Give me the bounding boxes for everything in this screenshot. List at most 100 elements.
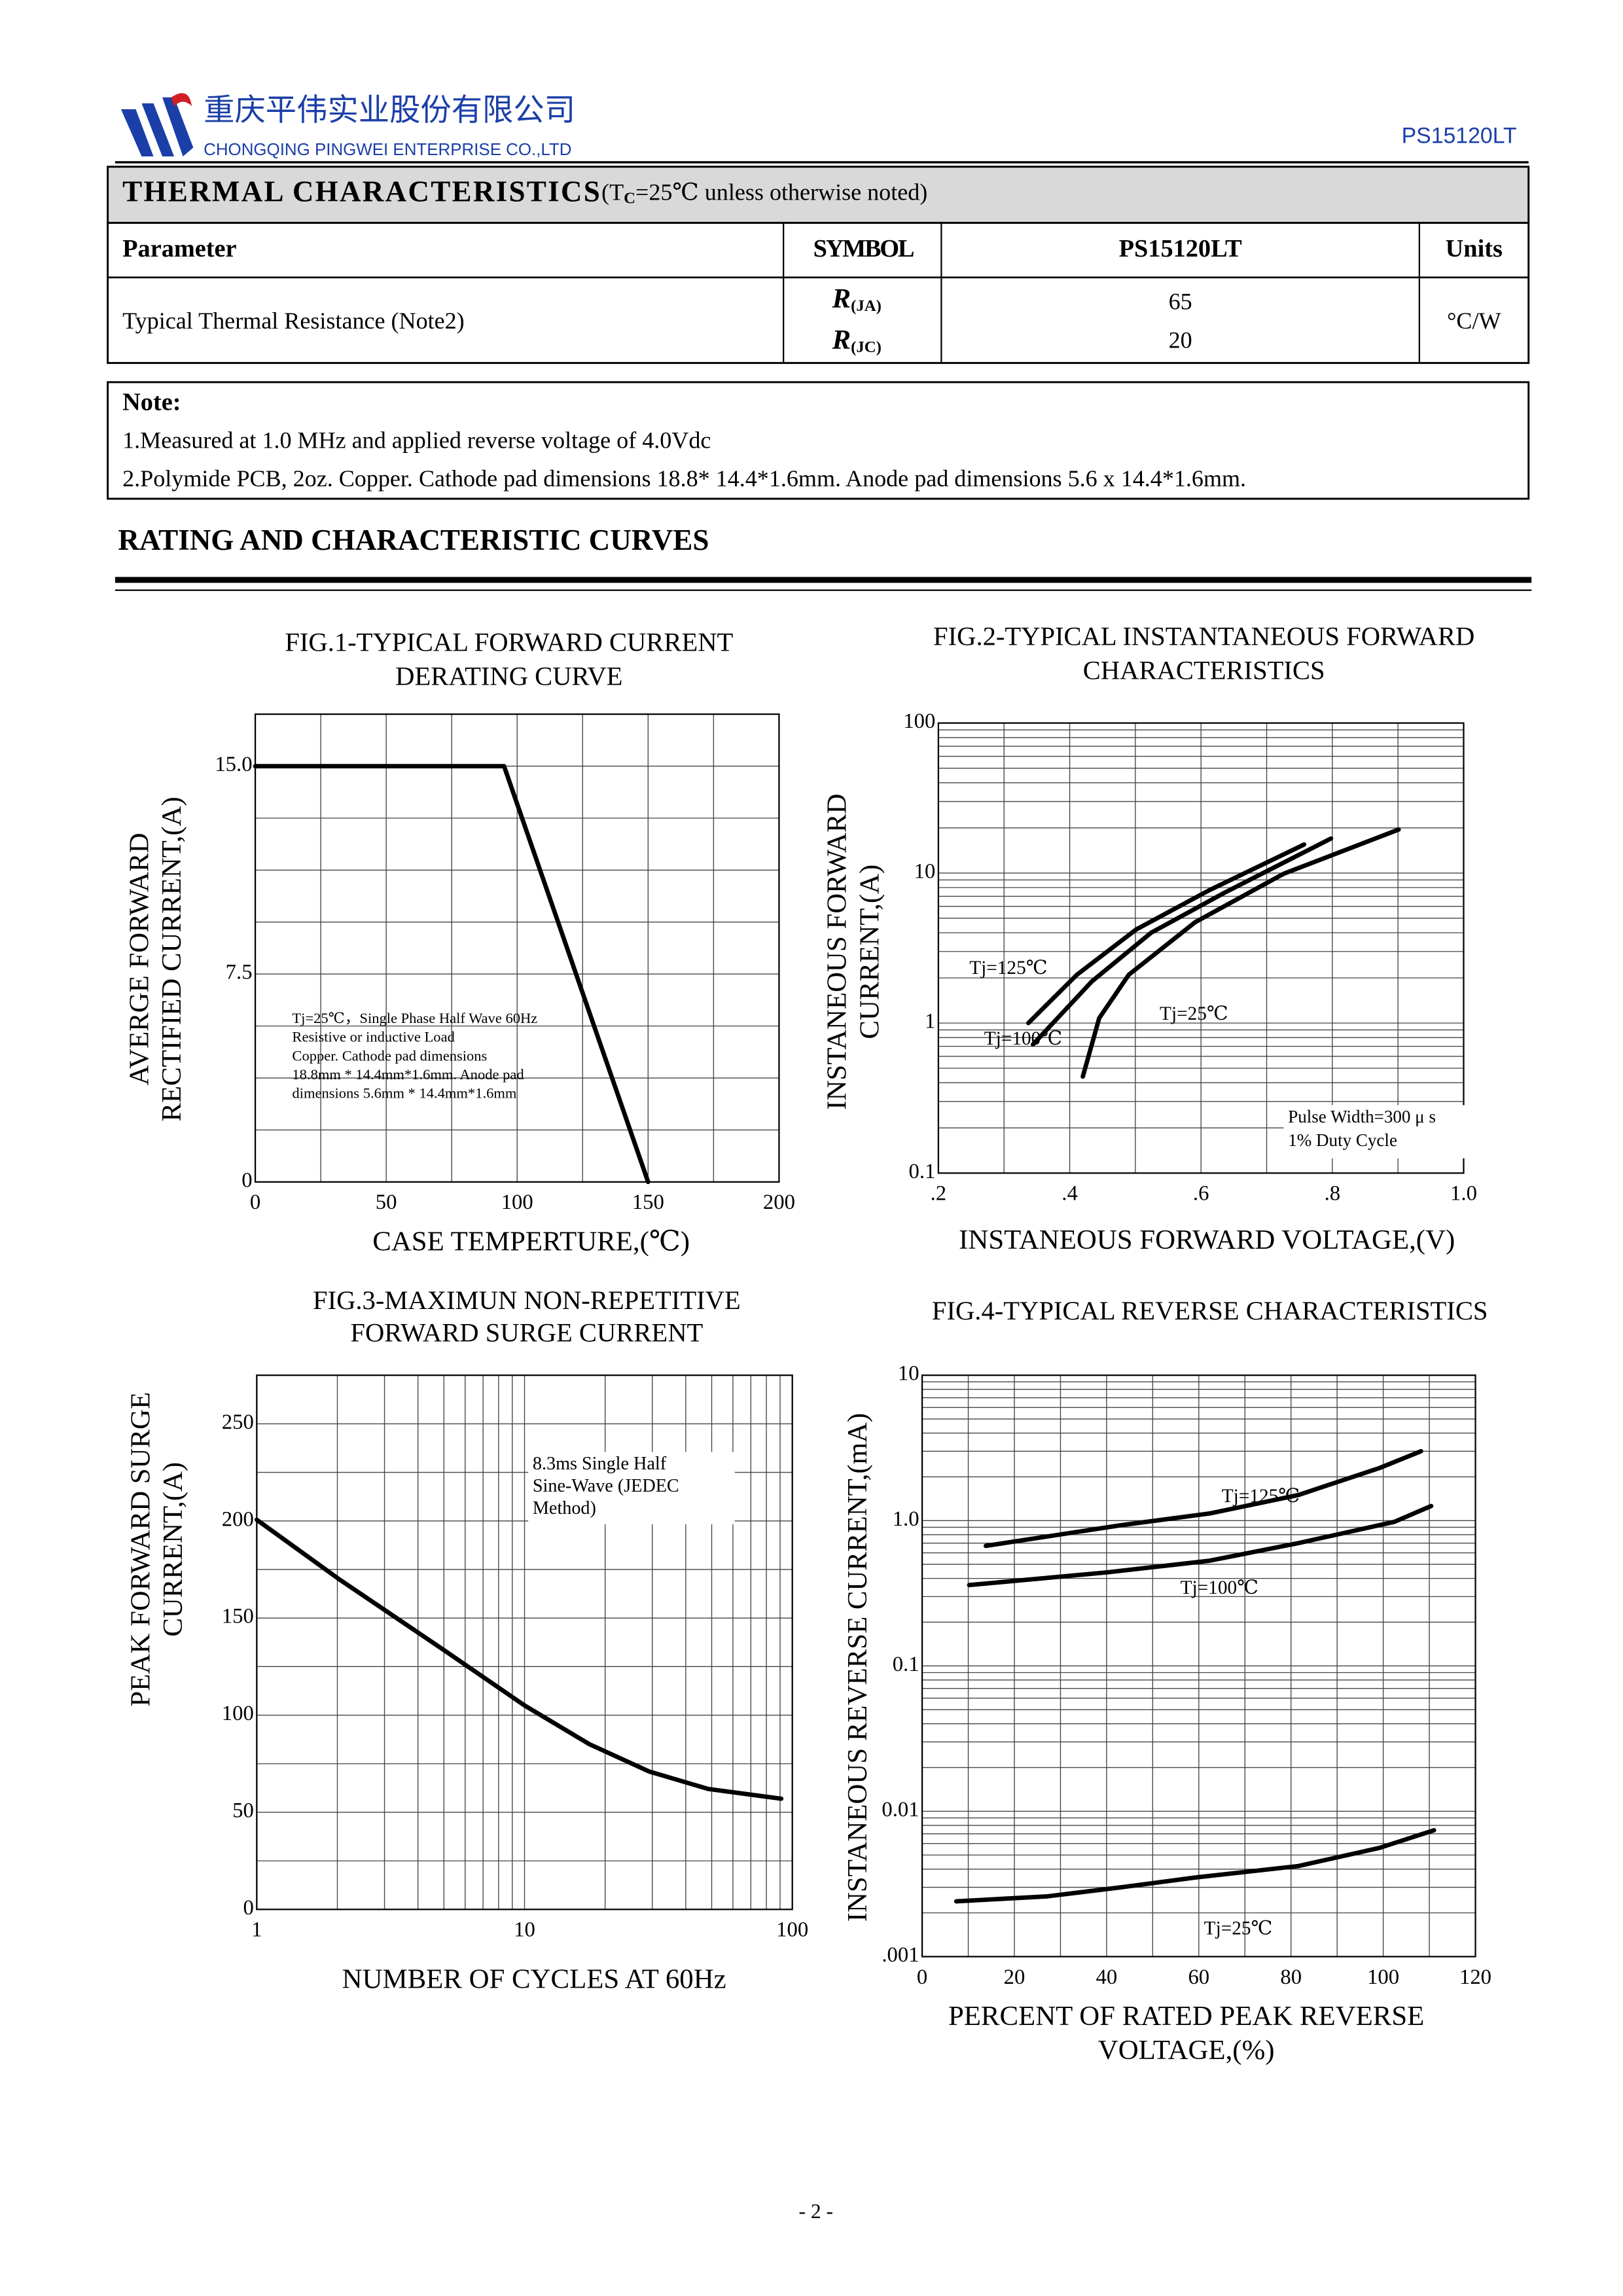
y-axis-label: AVERGE FORWARD xyxy=(124,833,154,1085)
symbol-letter: R xyxy=(832,283,851,314)
table-condition-sub: C xyxy=(624,189,635,207)
table-condition: =25℃ unless otherwise noted) xyxy=(635,179,927,206)
y-tick-label: 250 xyxy=(222,1410,254,1434)
column-header: SYMBOL xyxy=(813,235,914,262)
x-tick-label: 0 xyxy=(250,1191,260,1214)
column-header: PS15120LT xyxy=(1119,235,1242,262)
y-tick-label: 0.01 xyxy=(882,1798,919,1821)
y-tick-label: 50 xyxy=(232,1799,254,1822)
logo xyxy=(120,93,194,156)
y-tick-label: 150 xyxy=(222,1605,254,1628)
annotation: 8.3ms Single Half xyxy=(533,1454,667,1474)
y-tick-label: 100 xyxy=(222,1702,254,1725)
x-tick-label: 60 xyxy=(1188,1965,1209,1989)
curve xyxy=(1030,836,1334,1047)
plot-frame xyxy=(256,1374,793,1910)
y-tick-label: 1.0 xyxy=(893,1507,919,1531)
annotation: Pulse Width=300 μ s xyxy=(1288,1107,1436,1126)
y-tick-label: .001 xyxy=(882,1943,919,1967)
y-tick-label: 0 xyxy=(241,1168,252,1192)
x-tick-label: .6 xyxy=(1193,1182,1209,1206)
page-number: - 2 - xyxy=(798,2200,833,2223)
note-box xyxy=(107,381,1530,500)
y-tick-label: 7.5 xyxy=(226,961,253,984)
y-tick-label: 0.1 xyxy=(909,1160,936,1183)
series-label: Tj=125℃ xyxy=(969,958,1047,978)
x-tick-label: 120 xyxy=(1459,1965,1491,1989)
part-number: PS15120LT xyxy=(1402,124,1517,149)
x-tick-label: 50 xyxy=(376,1191,397,1214)
figure-title: FIG.1-TYPICAL FORWARD CURRENT xyxy=(285,628,733,657)
note-item: 2.Polymide PCB, 2oz. Copper. Cathode pad… xyxy=(122,465,1246,492)
figure-title: FIG.3-MAXIMUN NON-REPETITIVE xyxy=(313,1285,741,1315)
note-item: 1.Measured at 1.0 MHz and applied revers… xyxy=(122,427,711,454)
x-tick-label: .4 xyxy=(1061,1182,1078,1206)
symbol-sub: (JC) xyxy=(851,338,882,356)
y-tick-label: 1 xyxy=(925,1010,935,1033)
symbol-sub: (JA) xyxy=(851,297,882,315)
column-header: Parameter xyxy=(122,235,236,262)
figure-title: CHARACTERISTICS xyxy=(1083,655,1325,685)
y-tick-label: 10 xyxy=(898,1362,919,1386)
curve xyxy=(1080,827,1401,1079)
x-tick-label: 0 xyxy=(917,1965,927,1989)
figure-title: FORWARD SURGE CURRENT xyxy=(350,1318,703,1348)
curve xyxy=(967,1503,1434,1588)
annotation-background xyxy=(1283,1105,1491,1158)
x-tick-label: 100 xyxy=(776,1918,808,1942)
curve xyxy=(983,1448,1423,1549)
symbol: R(JC) xyxy=(832,325,882,356)
value: 20 xyxy=(1169,327,1192,353)
annotation: dimensions 5.6mm * 14.4mm*1.6mm xyxy=(292,1085,516,1102)
annotation: Tj=25℃，Single Phase Half Wave 60Hz xyxy=(292,1010,537,1026)
annotation: Method) xyxy=(533,1498,596,1518)
x-tick-label: 200 xyxy=(763,1191,795,1214)
y-axis-label: INSTANEOUS REVERSE CURRENT,(mA) xyxy=(842,1413,873,1922)
column-header: Units xyxy=(1446,235,1503,262)
x-axis-label: CASE TEMPERTURE,(℃) xyxy=(372,1226,690,1257)
plot-frame xyxy=(921,1374,1476,1958)
x-tick-label: 100 xyxy=(1367,1965,1399,1989)
y-axis-label: INSTANEOUS FORWARD xyxy=(822,794,853,1110)
figure-title: FIG.2-TYPICAL INSTANTANEOUS FORWARD xyxy=(933,622,1474,651)
curve xyxy=(253,764,651,1185)
series-label: Tj=25℃ xyxy=(1204,1918,1273,1939)
plot-frame xyxy=(937,722,1465,1174)
table-condition: (T xyxy=(601,179,624,206)
curve xyxy=(254,1517,784,1801)
x-axis-label: PERCENT OF RATED PEAK REVERSE xyxy=(948,2001,1424,2032)
x-tick-label: .2 xyxy=(931,1182,947,1206)
plot-frame xyxy=(254,713,780,1183)
symbol: R(JA) xyxy=(832,283,882,315)
y-tick-label: 15.0 xyxy=(215,753,252,776)
figure-title: DERATING CURVE xyxy=(395,661,622,691)
x-axis-label: NUMBER OF CYCLES AT 60Hz xyxy=(342,1964,726,1995)
company-cn: 重庆平伟实业股份有限公司 xyxy=(204,93,575,128)
x-axis-label: INSTANEOUS FORWARD VOLTAGE,(V) xyxy=(959,1225,1455,1255)
symbol-letter: R xyxy=(832,325,851,355)
annotation: Resistive or inductive Load xyxy=(292,1029,454,1045)
table-title: THERMAL CHARACTERISTICS(TC=25℃ unless ot… xyxy=(122,175,927,208)
y-axis-label: CURRENT,(A) xyxy=(854,865,885,1039)
y-tick-label: 100 xyxy=(903,709,935,733)
units: °C/W xyxy=(1447,308,1501,334)
y-tick-label: 10 xyxy=(914,859,936,883)
series-label: Tj=125℃ xyxy=(1222,1486,1300,1507)
x-tick-label: .8 xyxy=(1325,1182,1341,1206)
y-axis-label: CURRENT,(A) xyxy=(158,1462,188,1637)
x-axis-label: VOLTAGE,(%) xyxy=(1098,2035,1275,2066)
annotation: 18.8mm * 14.4mm*1.6mm. Anode pad xyxy=(292,1066,524,1083)
annotation: Sine-Wave (JEDEC xyxy=(533,1476,679,1496)
y-tick-label: 0.1 xyxy=(893,1653,919,1676)
parameter: Typical Thermal Resistance (Note2) xyxy=(122,308,465,334)
x-tick-label: 1.0 xyxy=(1450,1182,1477,1206)
x-tick-label: 10 xyxy=(514,1918,535,1942)
x-tick-label: 100 xyxy=(501,1191,533,1214)
x-tick-label: 1 xyxy=(251,1918,262,1942)
x-tick-label: 150 xyxy=(632,1191,664,1214)
y-axis-label: RECTIFIED CURRENT,(A) xyxy=(156,797,187,1121)
series-label: Tj=100℃ xyxy=(984,1028,1062,1049)
annotation: 1% Duty Cycle xyxy=(1288,1130,1397,1150)
section-title: RATING AND CHARACTERISTIC CURVES xyxy=(118,524,709,556)
